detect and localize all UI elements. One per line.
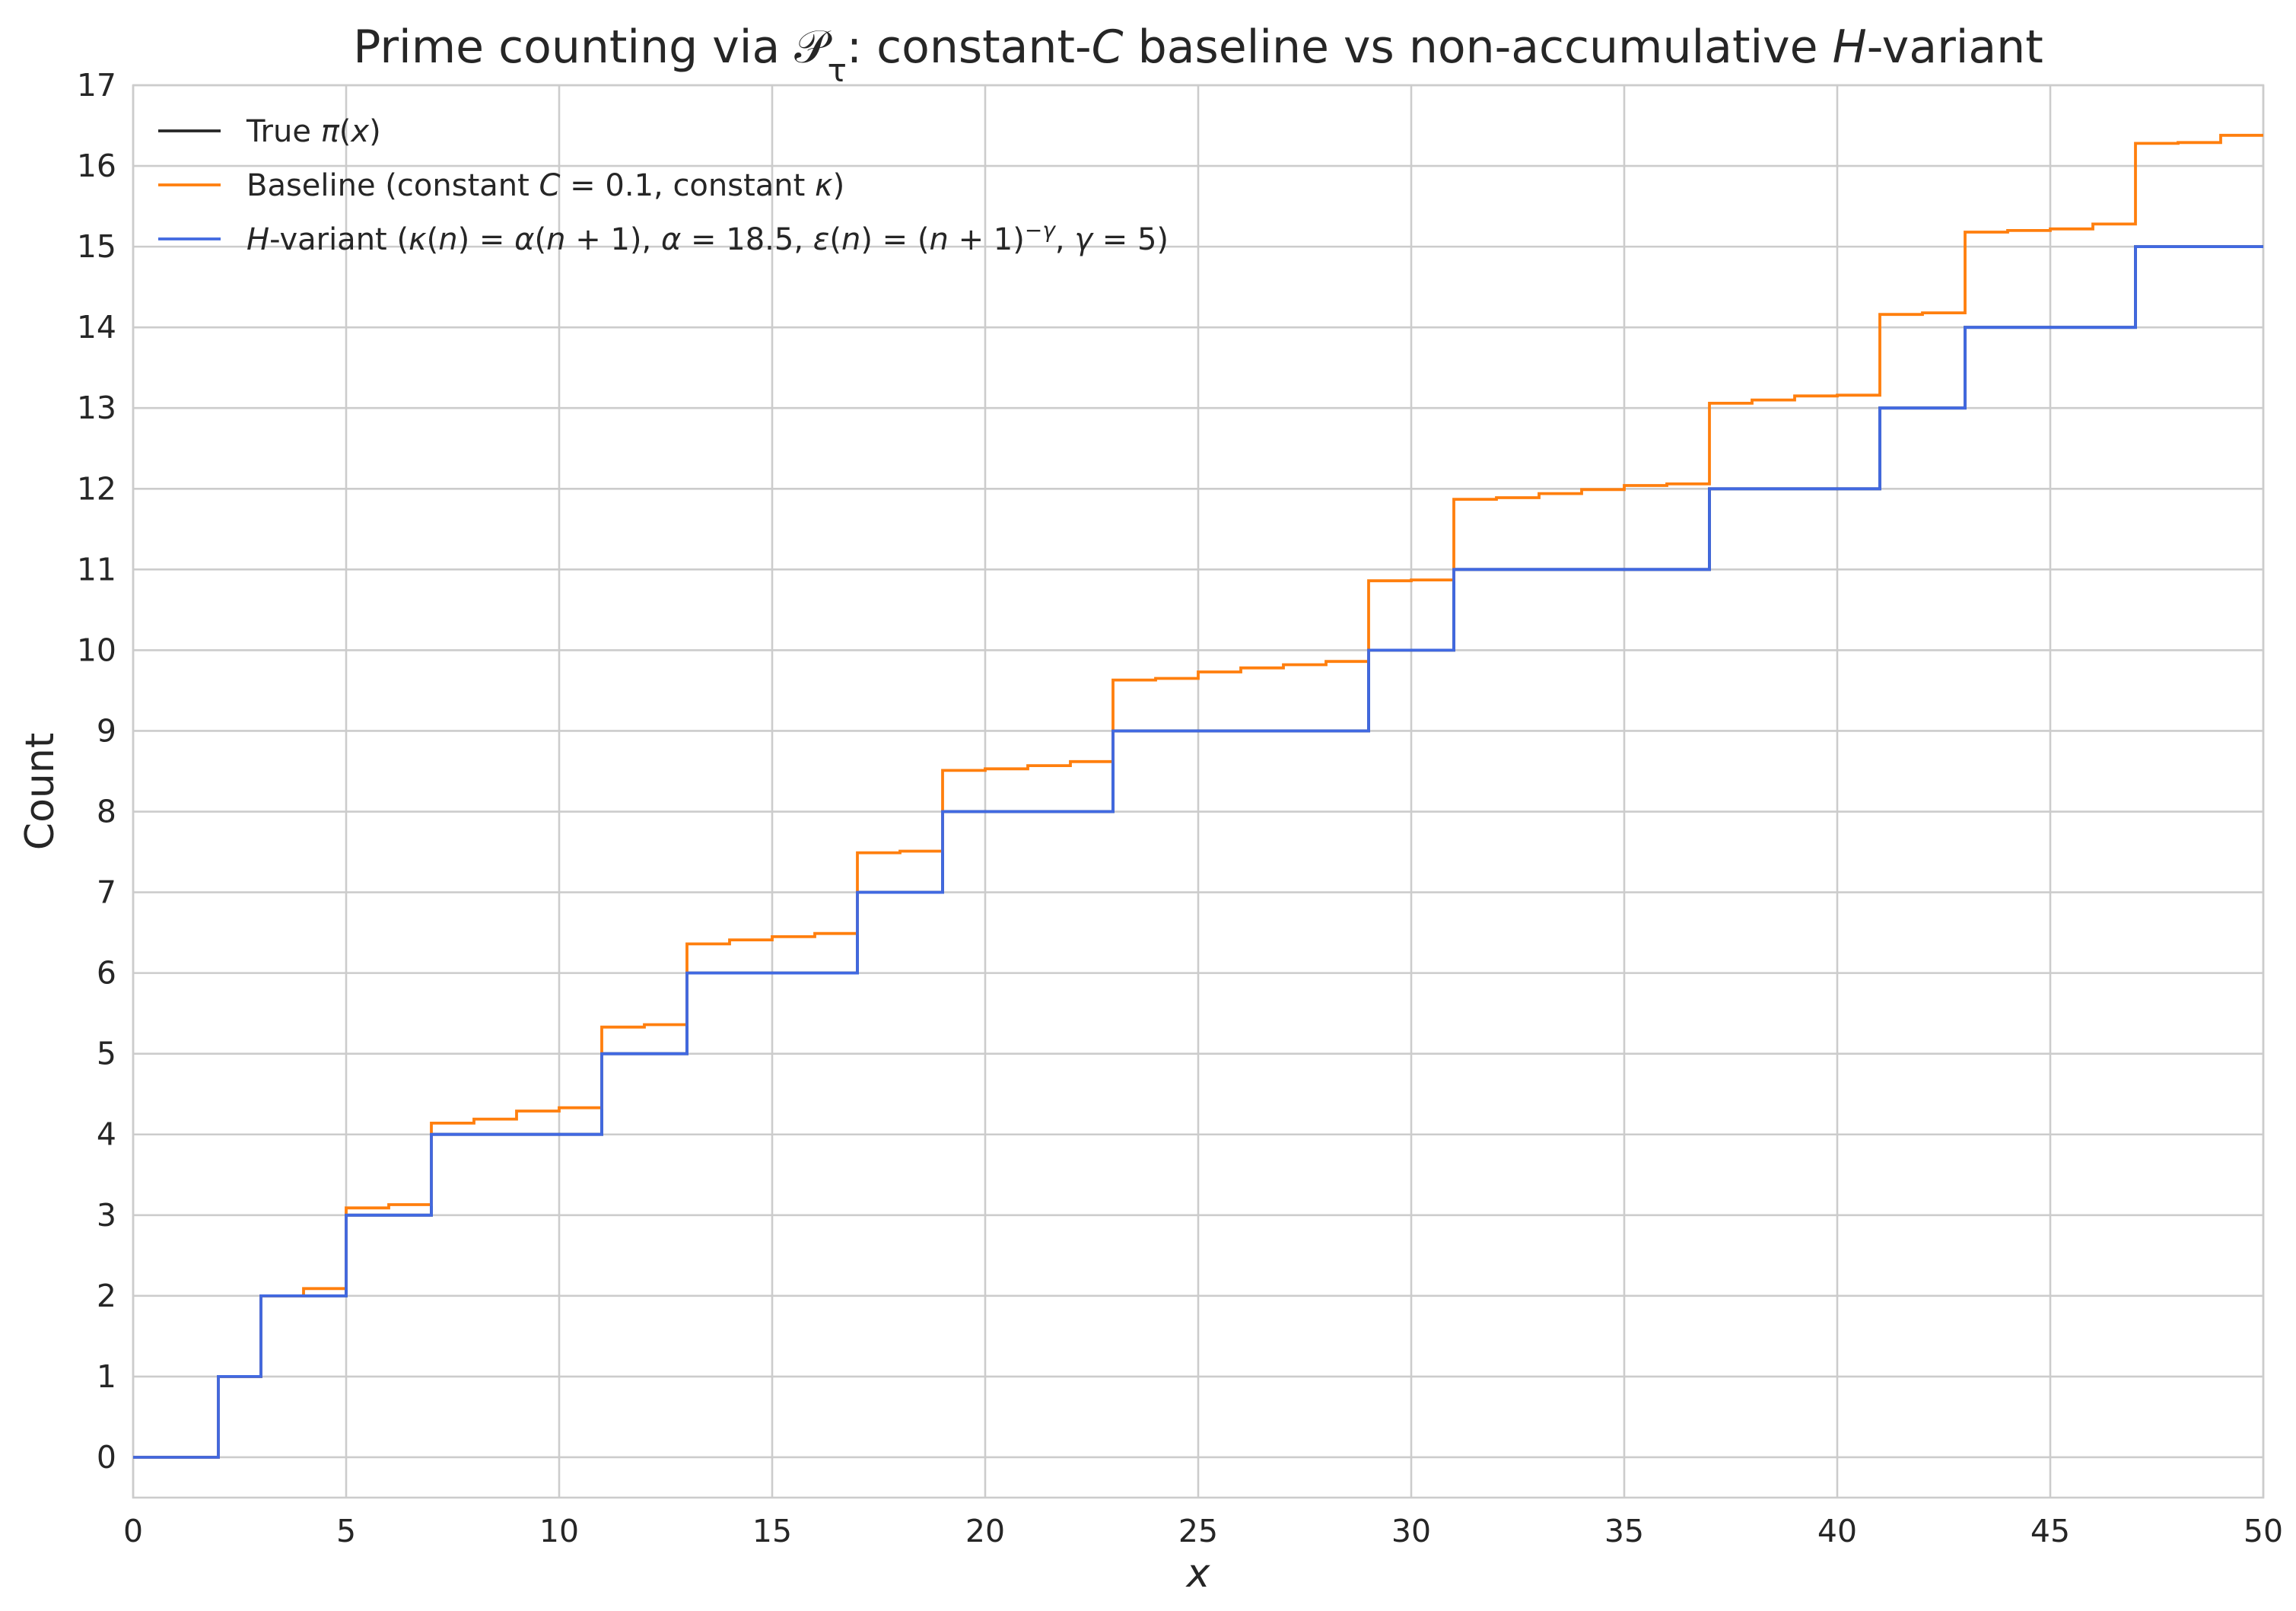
- chart-title: Prime counting via 𝒫τ: constant-C baseli…: [353, 21, 2043, 89]
- y-tick-label: 4: [97, 1116, 116, 1153]
- y-tick-label: 6: [97, 955, 116, 992]
- y-tick-label: 12: [77, 470, 116, 507]
- y-tick-label: 8: [97, 794, 116, 830]
- x-tick-label: 50: [2244, 1513, 2283, 1549]
- x-tick-label: 30: [1391, 1513, 1431, 1549]
- x-tick-label: 15: [752, 1513, 792, 1549]
- y-tick-label: 5: [97, 1036, 116, 1072]
- y-tick-label: 1: [97, 1358, 116, 1395]
- x-tick-label: 40: [1817, 1513, 1857, 1549]
- y-tick-label: 17: [77, 67, 116, 103]
- x-tick-label: 20: [965, 1513, 1005, 1549]
- y-tick-label: 2: [97, 1278, 116, 1314]
- series-line-1: [133, 133, 2263, 1459]
- y-tick-label: 14: [77, 309, 116, 345]
- series-line-2: [133, 245, 2263, 1459]
- y-tick-label: 15: [77, 228, 116, 265]
- y-tick-label: 11: [77, 551, 116, 587]
- x-axis-label: x: [1185, 1551, 1211, 1597]
- legend-label-2: H-variant (κ(n) = α(n + 1), α = 18.5, ε(…: [246, 218, 1169, 258]
- y-tick-label: 0: [97, 1439, 116, 1476]
- x-tick-label: 25: [1178, 1513, 1218, 1549]
- x-tick-label: 10: [539, 1513, 579, 1549]
- legend-label-0: True π(x): [246, 114, 381, 149]
- x-tick-label: 45: [2030, 1513, 2070, 1549]
- y-tick-label: 16: [77, 148, 116, 184]
- y-tick-label: 3: [97, 1197, 116, 1234]
- x-tick-label: 35: [1604, 1513, 1644, 1549]
- legend-label-1: Baseline (constant C = 0.1, constant κ): [246, 168, 844, 203]
- series-layer: [133, 133, 2263, 1459]
- x-tick-labels: 0 5 10 15 20 25 30 35 40 45 50: [123, 1513, 2283, 1549]
- x-tick-label: 0: [123, 1513, 143, 1549]
- y-tick-label: 10: [77, 632, 116, 668]
- plot-frame: [132, 84, 2265, 1499]
- y-axis-label: Count: [17, 733, 63, 850]
- y-tick-label: 7: [97, 874, 116, 911]
- legend: True π(x) Baseline (constant C = 0.1, con…: [158, 114, 1169, 257]
- y-tick-label: 13: [77, 390, 116, 426]
- y-tick-label: 9: [97, 712, 116, 749]
- x-tick-label: 5: [336, 1513, 356, 1549]
